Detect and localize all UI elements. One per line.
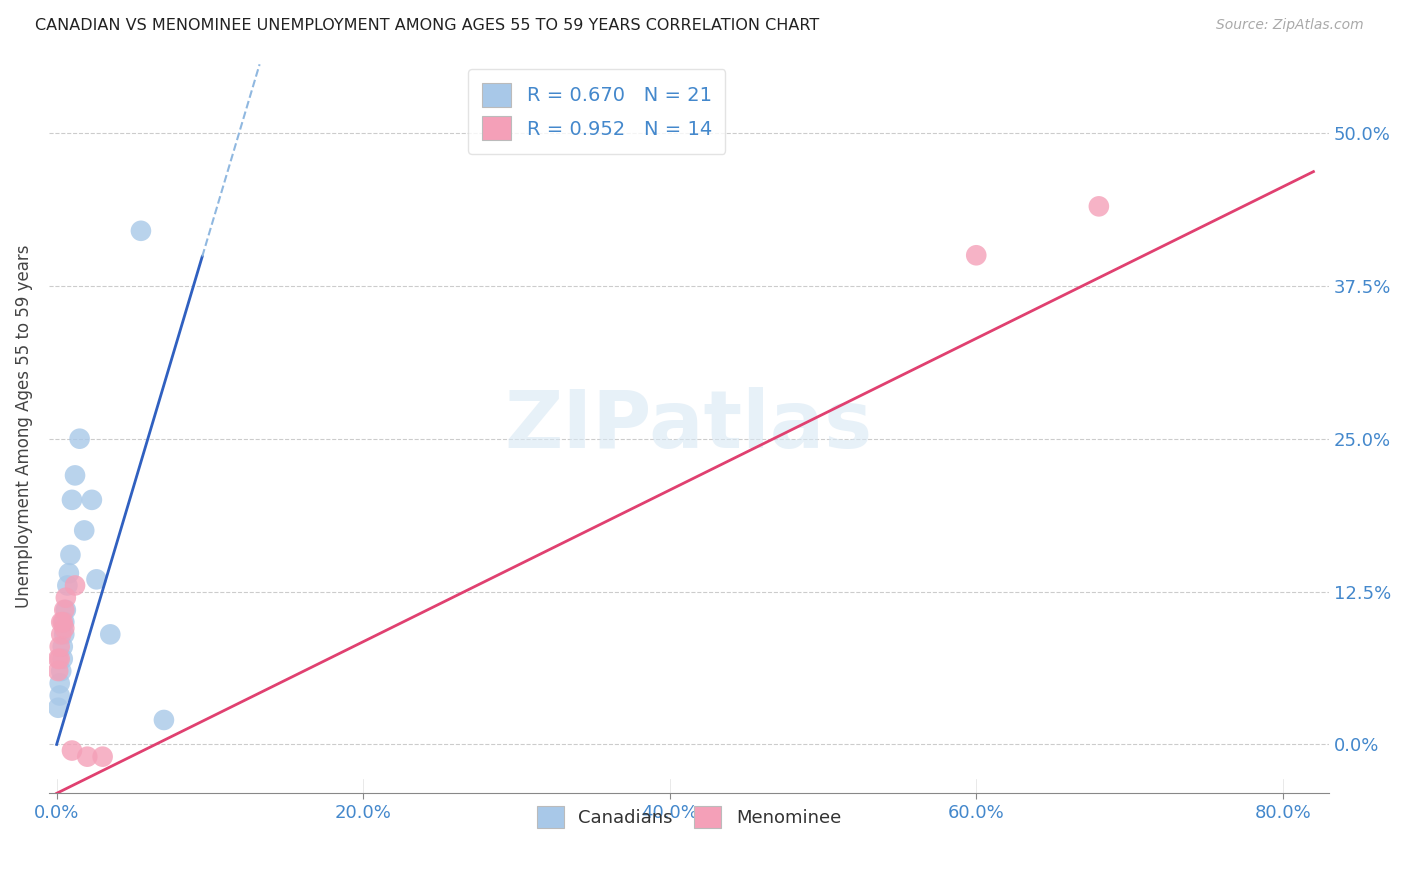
Point <box>98 627 121 641</box>
Point <box>48 640 70 654</box>
Point <box>1088 199 1111 213</box>
Point <box>69 432 91 446</box>
Legend: Canadians, Menominee: Canadians, Menominee <box>530 799 848 836</box>
Point <box>46 652 69 666</box>
Point <box>58 566 80 581</box>
Text: Source: ZipAtlas.com: Source: ZipAtlas.com <box>1216 18 1364 32</box>
Point <box>56 578 79 592</box>
Point <box>52 615 75 629</box>
Point <box>60 492 83 507</box>
Point <box>51 627 73 641</box>
Text: CANADIAN VS MENOMINEE UNEMPLOYMENT AMONG AGES 55 TO 59 YEARS CORRELATION CHART: CANADIAN VS MENOMINEE UNEMPLOYMENT AMONG… <box>35 18 820 33</box>
Y-axis label: Unemployment Among Ages 55 to 59 years: Unemployment Among Ages 55 to 59 years <box>15 244 32 608</box>
Point <box>46 664 69 678</box>
Point <box>53 627 76 641</box>
Point <box>48 689 70 703</box>
Point <box>63 578 86 592</box>
Point <box>153 713 176 727</box>
Point <box>91 749 114 764</box>
Point <box>48 652 70 666</box>
Point <box>48 676 70 690</box>
Point <box>46 700 69 714</box>
Point <box>63 468 86 483</box>
Point <box>73 524 96 538</box>
Text: ZIPatlas: ZIPatlas <box>505 387 873 466</box>
Point <box>53 621 76 635</box>
Point <box>55 603 77 617</box>
Point <box>60 743 83 757</box>
Point <box>965 248 987 262</box>
Point <box>59 548 82 562</box>
Point <box>51 664 73 678</box>
Point <box>51 615 73 629</box>
Point <box>55 591 77 605</box>
Point <box>86 572 108 586</box>
Point <box>80 492 103 507</box>
Point <box>53 603 76 617</box>
Point <box>53 615 76 629</box>
Point <box>52 652 75 666</box>
Point <box>76 749 98 764</box>
Point <box>52 640 75 654</box>
Point <box>129 224 152 238</box>
